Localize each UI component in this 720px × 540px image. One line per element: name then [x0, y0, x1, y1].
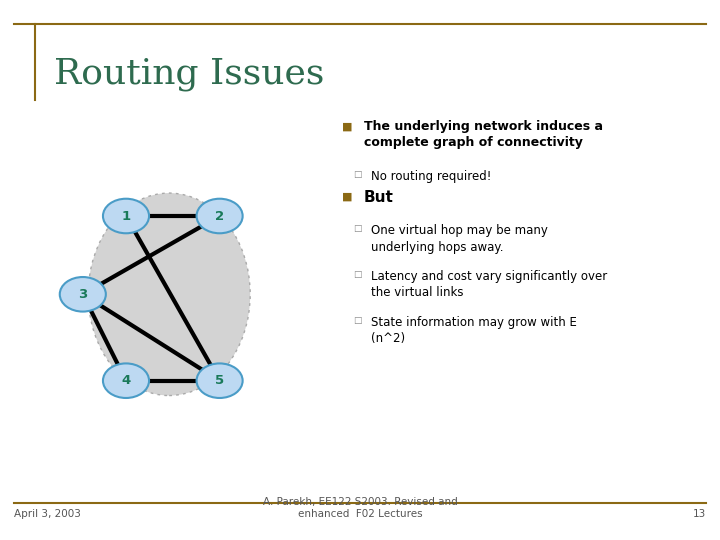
Text: 13: 13	[693, 509, 706, 519]
Text: One virtual hop may be many
underlying hops away.: One virtual hop may be many underlying h…	[371, 224, 548, 254]
Text: □: □	[353, 224, 361, 233]
Text: □: □	[353, 270, 361, 279]
Text: □: □	[353, 316, 361, 325]
Text: But: But	[364, 190, 393, 205]
Text: No routing required!: No routing required!	[371, 170, 491, 183]
Circle shape	[60, 277, 106, 312]
Text: Latency and cost vary significantly over
the virtual links: Latency and cost vary significantly over…	[371, 270, 607, 300]
Text: ■: ■	[342, 192, 353, 202]
Text: 3: 3	[78, 288, 87, 301]
Circle shape	[197, 363, 243, 398]
Text: A. Parekh, EE122 S2003. Revised and
enhanced  F02 Lectures: A. Parekh, EE122 S2003. Revised and enha…	[263, 497, 457, 519]
Circle shape	[103, 363, 149, 398]
Text: State information may grow with E
(n^2): State information may grow with E (n^2)	[371, 316, 577, 346]
Ellipse shape	[88, 193, 251, 395]
Text: 1: 1	[122, 210, 130, 222]
Circle shape	[103, 199, 149, 233]
Text: The underlying network induces a
complete graph of connectivity: The underlying network induces a complet…	[364, 120, 603, 150]
Text: Routing Issues: Routing Issues	[54, 57, 325, 91]
Text: □: □	[353, 170, 361, 179]
Text: 2: 2	[215, 210, 224, 222]
Circle shape	[197, 199, 243, 233]
Text: 5: 5	[215, 374, 224, 387]
Text: April 3, 2003: April 3, 2003	[14, 509, 81, 519]
Text: 4: 4	[122, 374, 130, 387]
Text: ■: ■	[342, 122, 353, 132]
